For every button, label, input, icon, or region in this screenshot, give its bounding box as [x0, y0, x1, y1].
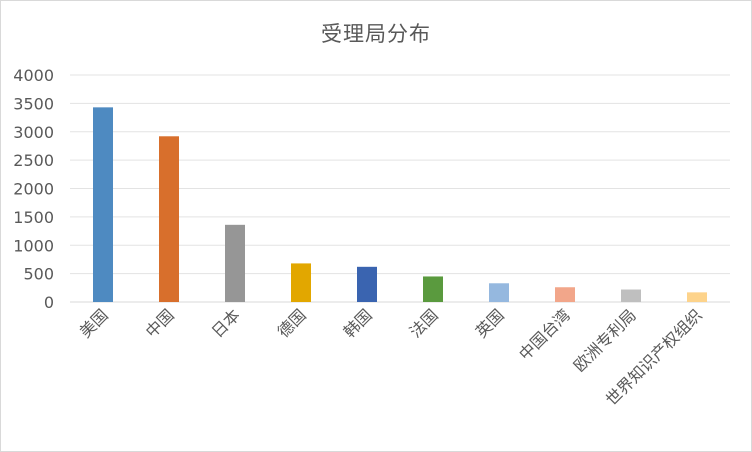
- x-tick-label: 中国: [142, 305, 178, 341]
- y-tick-label: 0: [44, 293, 54, 312]
- x-tick-label: 德国: [274, 305, 310, 341]
- x-tick-label: 韩国: [340, 305, 376, 341]
- y-tick-label: 1000: [13, 236, 54, 255]
- bar-0: [93, 107, 113, 302]
- bar-7: [555, 287, 575, 302]
- bar-6: [489, 283, 509, 302]
- y-tick-label: 1500: [13, 208, 54, 227]
- x-tick-label: 日本: [208, 305, 244, 341]
- y-tick-label: 3000: [13, 123, 54, 142]
- x-tick-label: 法国: [406, 305, 442, 341]
- bar-3: [291, 263, 311, 302]
- x-tick-label: 美国: [76, 305, 112, 341]
- y-tick-label: 500: [23, 265, 54, 284]
- y-tick-label: 2000: [13, 180, 54, 199]
- bar-9: [687, 292, 707, 302]
- bar-4: [357, 266, 377, 302]
- bar-8: [621, 289, 641, 302]
- y-tick-label: 2500: [13, 151, 54, 170]
- y-tick-label: 4000: [13, 66, 54, 85]
- chart-title: 受理局分布: [321, 22, 431, 46]
- x-tick-label: 英国: [472, 305, 508, 341]
- bar-2: [225, 224, 245, 302]
- x-tick-label: 欧洲专利局: [570, 305, 640, 375]
- y-axis: 0 500 1000 1500 2000 2500 3000 3500 4000: [13, 66, 54, 312]
- bars: [93, 107, 707, 302]
- bar-5: [423, 276, 443, 302]
- bar-1: [159, 136, 179, 302]
- x-tick-label: 中国台湾: [515, 305, 574, 364]
- y-tick-label: 3500: [13, 94, 54, 113]
- gridlines: [70, 74, 730, 303]
